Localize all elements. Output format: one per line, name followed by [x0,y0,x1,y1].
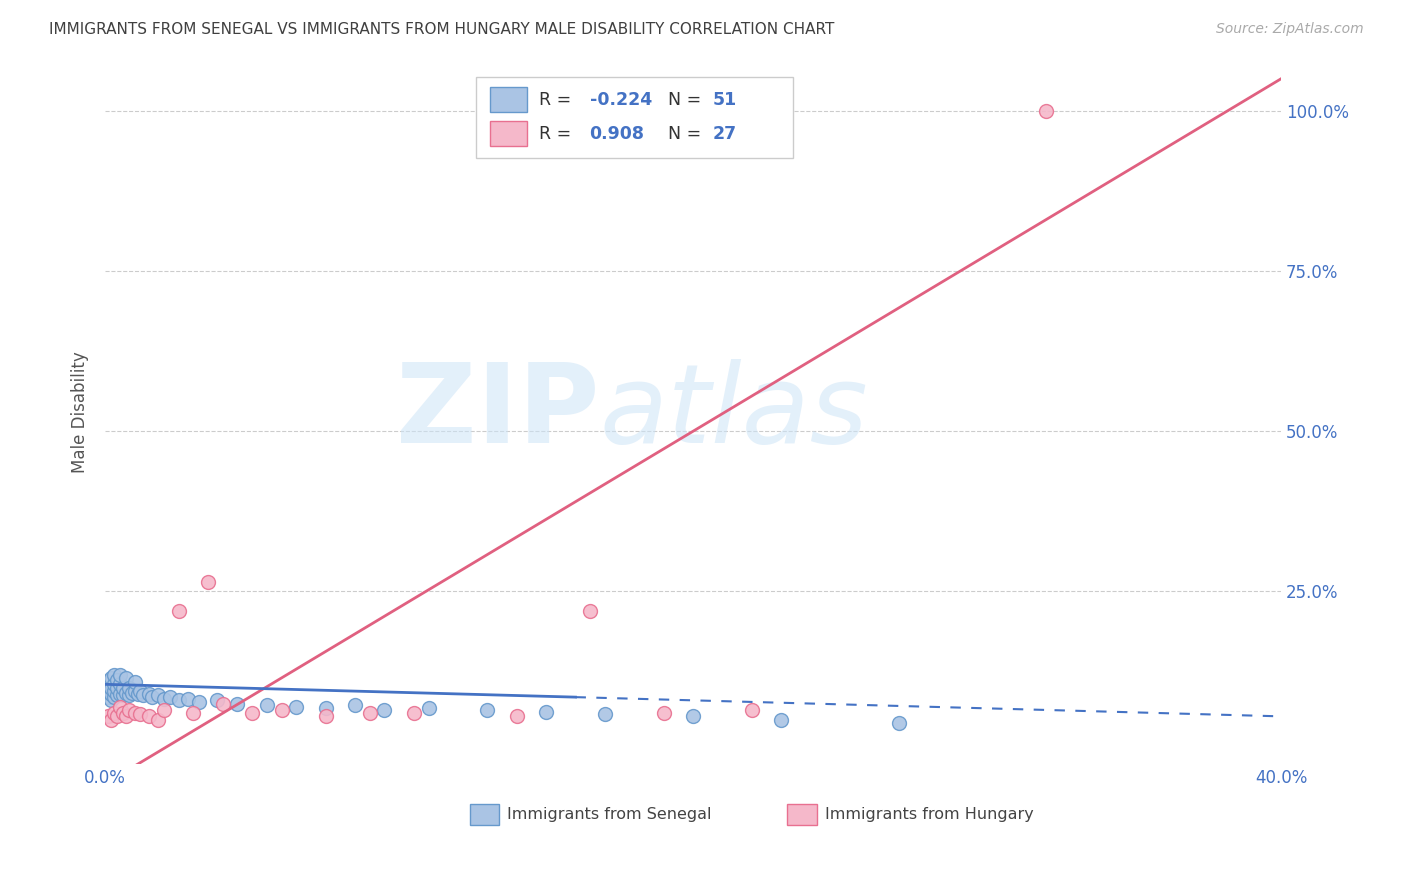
Point [103,690,125,705]
Point [118,688,141,702]
Point [682,709,704,723]
Point [129,683,152,698]
Point [100,713,122,727]
Point [111,706,134,720]
Point [121,686,143,700]
FancyBboxPatch shape [787,804,817,825]
Point [197,574,219,589]
Point [141,690,163,705]
FancyBboxPatch shape [489,87,527,112]
FancyBboxPatch shape [470,804,499,825]
Point [770,713,793,727]
Point [240,706,263,720]
Point [146,688,169,702]
Point [534,705,557,719]
Point [114,709,136,723]
Point [103,683,125,698]
Point [97,683,120,698]
Point [652,706,675,720]
Point [477,703,499,717]
Point [506,709,529,723]
Point [108,667,131,681]
Point [153,703,176,717]
Point [124,683,146,698]
Point [359,706,381,720]
Point [211,697,233,711]
Point [108,677,131,691]
Point [167,693,190,707]
Point [153,692,176,706]
Point [138,709,160,723]
Text: R =: R = [538,91,576,109]
Text: 51: 51 [713,91,737,109]
Point [132,688,155,702]
Text: IMMIGRANTS FROM SENEGAL VS IMMIGRANTS FROM HUNGARY MALE DISABILITY CORRELATION C: IMMIGRANTS FROM SENEGAL VS IMMIGRANTS FR… [49,22,835,37]
Point [105,673,128,687]
Point [118,681,141,695]
Point [100,671,122,685]
Point [97,709,120,723]
Text: R =: R = [538,125,582,143]
Text: Immigrants from Senegal: Immigrants from Senegal [508,807,711,822]
Point [188,695,211,709]
Text: atlas: atlas [599,359,868,466]
Text: N =: N = [668,91,707,109]
Point [373,703,395,717]
Point [741,703,763,717]
Point [579,604,602,618]
Point [167,604,190,618]
Point [176,692,198,706]
Point [129,707,152,722]
Point [887,715,910,730]
Text: N =: N = [668,125,707,143]
Point [103,667,125,681]
Point [105,709,128,723]
Point [270,703,292,717]
Point [100,693,122,707]
Point [111,688,134,702]
Point [402,706,425,720]
Point [183,706,205,720]
Point [256,698,278,713]
Point [105,681,128,695]
Point [114,686,136,700]
Point [97,674,120,689]
Point [205,693,228,707]
FancyBboxPatch shape [489,121,527,146]
Point [285,699,308,714]
Point [127,687,149,701]
Text: Source: ZipAtlas.com: Source: ZipAtlas.com [1216,22,1364,37]
Point [108,699,131,714]
Point [124,675,146,690]
Point [226,697,249,711]
Point [146,713,169,727]
Point [315,701,337,715]
Point [418,701,440,715]
Point [118,703,141,717]
Point [100,687,122,701]
Point [97,690,120,705]
Point [1035,103,1057,118]
Text: -0.224: -0.224 [589,91,652,109]
Point [108,687,131,701]
Point [111,681,134,695]
Text: ZIP: ZIP [395,359,599,466]
Point [138,687,160,701]
Point [103,706,125,720]
Point [100,681,122,695]
Point [315,709,337,723]
Text: Immigrants from Hungary: Immigrants from Hungary [825,807,1033,822]
Point [159,690,181,705]
Point [124,706,146,720]
Text: 0.908: 0.908 [589,125,644,143]
Point [344,698,367,713]
Point [105,688,128,702]
Text: 27: 27 [713,125,737,143]
Point [114,671,136,685]
FancyBboxPatch shape [475,78,793,158]
Point [593,707,616,722]
Y-axis label: Male Disability: Male Disability [72,351,89,473]
Point [103,677,125,691]
